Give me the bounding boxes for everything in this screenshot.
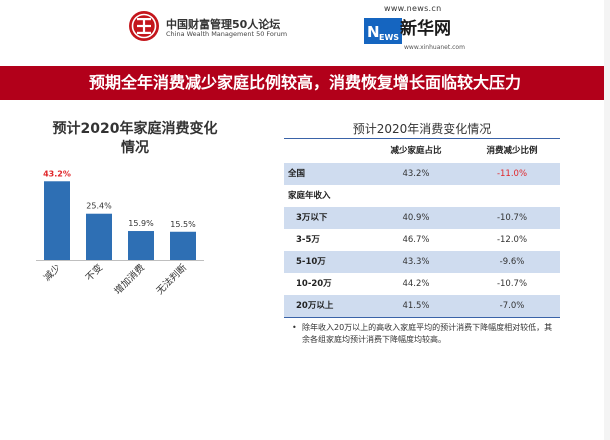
footnote-text: 除年收入20万以上的高收入家庭平均的预计消费下降幅度相对较低，其余各组家庭均预计… — [302, 323, 553, 344]
svg-text:N: N — [367, 23, 380, 41]
table-row: 10-20万 44.2% -10.7% — [284, 273, 560, 295]
table-header-row: 减少家庭占比 消费减少比例 — [284, 139, 560, 163]
row-label: 5-10万 — [296, 257, 326, 267]
bar-value-label-3: 15.9% — [128, 219, 154, 228]
table-row: 家庭年收入 — [284, 185, 560, 207]
xinhua-logo: www.news.cn N EWS 新华网 www.xinhuanet.com — [362, 4, 474, 52]
row-share: 41.5% — [402, 301, 430, 311]
page-edge — [604, 0, 610, 440]
row-share: 43.3% — [402, 257, 430, 267]
cwm-logo-en: China Wealth Management 50 Forum — [166, 30, 288, 38]
table-row: 3-5万 46.7% -12.0% — [284, 229, 560, 251]
col-header-ratio: 消费减少比例 — [486, 146, 538, 156]
row-share: 43.2% — [402, 169, 430, 179]
row-label: 家庭年收入 — [288, 191, 331, 201]
category-label-4: 无法判断 — [154, 261, 190, 297]
bar-chart-title: 预计2020年家庭消费变化情况 — [52, 121, 218, 156]
title-banner: 预期全年消费减少家庭比例较高，消费恢复增长面临较大压力 — [0, 66, 610, 100]
bar-value-label-1: 43.2% — [43, 169, 71, 178]
svg-text:EWS: EWS — [379, 33, 399, 42]
table-row: 20万以上 41.5% -7.0% — [284, 295, 560, 317]
bar-4 — [170, 231, 196, 260]
row-ratio: -9.6% — [499, 257, 525, 267]
row-ratio: -12.0% — [496, 235, 528, 245]
table-row: 全国 43.2% -11.0% — [284, 163, 560, 185]
xinhua-brand: 新华网 — [400, 19, 451, 39]
banner-title: 预期全年消费减少家庭比例较高，消费恢复增长面临较大压力 — [88, 73, 521, 92]
row-ratio: -11.0% — [496, 169, 528, 179]
bar-value-label-2: 25.4% — [86, 202, 112, 211]
category-label-1: 减少 — [41, 261, 63, 283]
row-label: 10-20万 — [296, 279, 332, 289]
row-share: 40.9% — [402, 213, 430, 223]
cwm-forum-logo: 中国财富管理50人论坛 China Wealth Management 50 F… — [128, 8, 288, 50]
row-share: 44.2% — [402, 279, 430, 289]
category-label-3: 增加消费 — [112, 262, 147, 297]
consumption-table: 减少家庭占比 消费减少比例 全国 43.2% -11.0% 家庭年收入 3万以下 40.9… — [284, 138, 560, 317]
row-ratio: -10.7% — [496, 213, 528, 223]
row-ratio: -7.0% — [499, 301, 525, 311]
table-bottom-rule — [284, 317, 560, 318]
bar-1 — [44, 181, 70, 260]
bar-value-label-4: 15.5% — [170, 220, 196, 229]
footnote-bullet: • — [292, 323, 297, 332]
row-label: 全国 — [288, 169, 306, 179]
table-row: 5-10万 43.3% -9.6% — [284, 251, 560, 273]
col-header-share: 减少家庭占比 — [390, 146, 442, 156]
row-share: 46.7% — [402, 235, 430, 245]
xinhua-url-top: www.news.cn — [384, 4, 442, 13]
table-title: 预计2020年消费变化情况 — [352, 122, 492, 136]
cwm-logo-cn: 中国财富管理50人论坛 — [166, 18, 281, 31]
row-label: 3-5万 — [296, 235, 320, 245]
category-label-2: 不变 — [83, 261, 105, 283]
forum-seal-icon — [129, 11, 159, 41]
bar-chart: 43.2% 减少 25.4% 不变 15.9% 增加消费 15.5% 无法判断 — [36, 169, 204, 297]
xinhua-url-bottom: www.xinhuanet.com — [404, 44, 465, 51]
bar-2 — [86, 213, 112, 260]
bar-3 — [128, 231, 154, 260]
row-ratio: -10.7% — [496, 279, 528, 289]
row-label: 20万以上 — [296, 301, 334, 311]
xinhua-news-mark-icon: N EWS — [364, 18, 402, 44]
row-label: 3万以下 — [296, 213, 328, 223]
table-row: 3万以下 40.9% -10.7% — [284, 207, 560, 229]
